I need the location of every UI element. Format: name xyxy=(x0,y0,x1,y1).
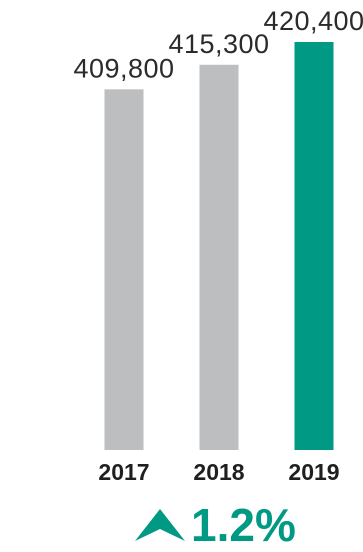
bar-2019 xyxy=(294,42,334,450)
value-label-2017: 409,800 xyxy=(73,53,174,83)
category-label-2017: 2017 xyxy=(98,459,149,485)
value-label-2018: 415,300 xyxy=(168,29,269,59)
category-label-2019: 2019 xyxy=(288,459,339,485)
bar-2017 xyxy=(104,89,144,450)
bars-group xyxy=(104,42,334,450)
up-arrow-icon xyxy=(135,509,185,541)
bar-2018 xyxy=(199,64,239,450)
category-labels-group: 2017 2018 2019 xyxy=(98,459,339,485)
value-label-2019: 420,400 xyxy=(263,6,363,36)
change-indicator: 1.2% xyxy=(135,499,296,551)
category-label-2018: 2018 xyxy=(193,459,244,485)
change-percentage: 1.2% xyxy=(191,499,296,551)
